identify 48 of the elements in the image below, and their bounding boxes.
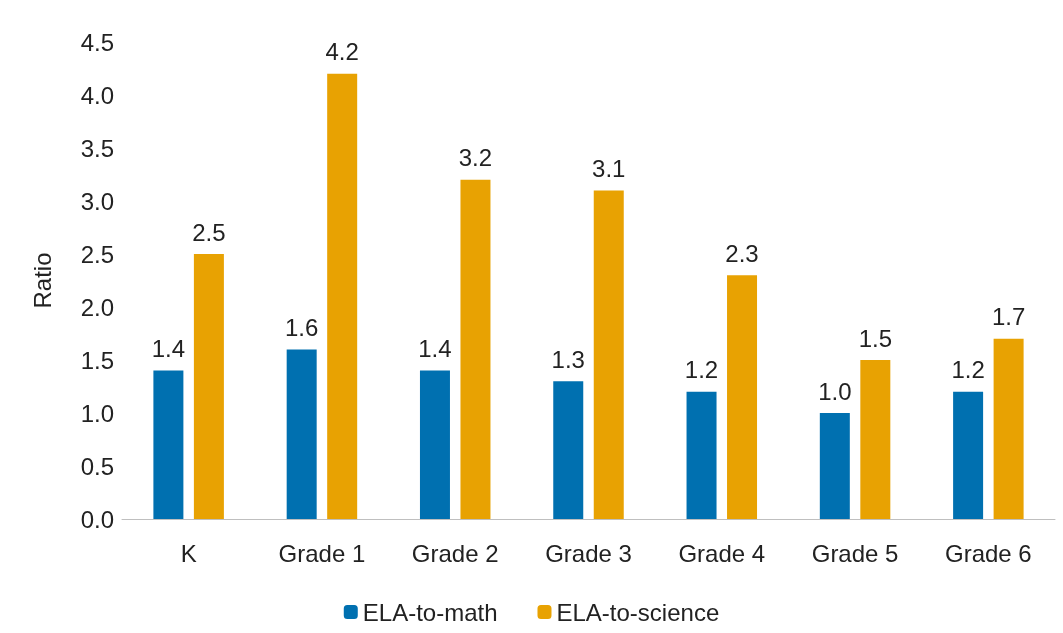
bar	[993, 338, 1024, 519]
y-tick-label: 2.5	[80, 240, 114, 268]
bar	[286, 349, 317, 519]
bar	[419, 370, 450, 519]
data-label: 1.5	[858, 324, 893, 352]
y-axis-title: Ratio	[28, 252, 56, 309]
data-label: 2.5	[192, 218, 226, 246]
bar	[460, 179, 491, 519]
y-tick-label: 0.0	[80, 505, 114, 533]
y-tick-label: 1.0	[80, 399, 114, 427]
data-label: 3.2	[458, 144, 493, 172]
bar	[860, 360, 891, 519]
y-tick-label: 4.0	[80, 81, 114, 109]
y-tick-label: 3.0	[80, 187, 114, 215]
bar	[727, 275, 758, 519]
data-label: 1.7	[991, 303, 1026, 331]
data-label: 3.1	[592, 154, 626, 182]
data-label: 1.4	[151, 335, 186, 363]
legend-label: ELA-to-math	[362, 598, 498, 626]
bar	[193, 254, 224, 519]
x-tick-label: Grade 4	[678, 539, 766, 567]
x-tick-label: Grade 5	[811, 539, 899, 567]
bar	[153, 370, 184, 519]
y-tick-label: 4.5	[80, 28, 114, 56]
y-tick-label: 2.0	[80, 293, 114, 321]
data-label: 1.0	[818, 377, 852, 405]
data-label: 1.4	[418, 335, 452, 363]
bar	[327, 73, 358, 519]
x-tick-label: K	[180, 539, 197, 567]
x-tick-label: Grade 2	[411, 539, 499, 567]
data-label: 1.3	[551, 345, 585, 373]
bar	[819, 413, 850, 519]
data-label: 2.3	[725, 239, 759, 267]
legend-label: ELA-to-science	[556, 598, 720, 626]
y-tick-label: 1.5	[80, 346, 114, 374]
data-label: 1.2	[951, 356, 985, 384]
x-tick-label: Grade 3	[545, 539, 632, 567]
data-label: 1.2	[684, 356, 719, 384]
x-tick-label: Grade 1	[278, 539, 366, 567]
bar	[553, 381, 584, 519]
data-label: 1.6	[284, 313, 319, 341]
y-tick-label: 0.5	[80, 452, 114, 480]
data-label: 4.2	[325, 38, 359, 66]
x-tick-label: Grade 6	[945, 539, 1032, 567]
bar	[593, 190, 624, 519]
bar	[953, 391, 984, 519]
y-tick-label: 3.5	[80, 134, 114, 162]
bar	[686, 391, 717, 519]
